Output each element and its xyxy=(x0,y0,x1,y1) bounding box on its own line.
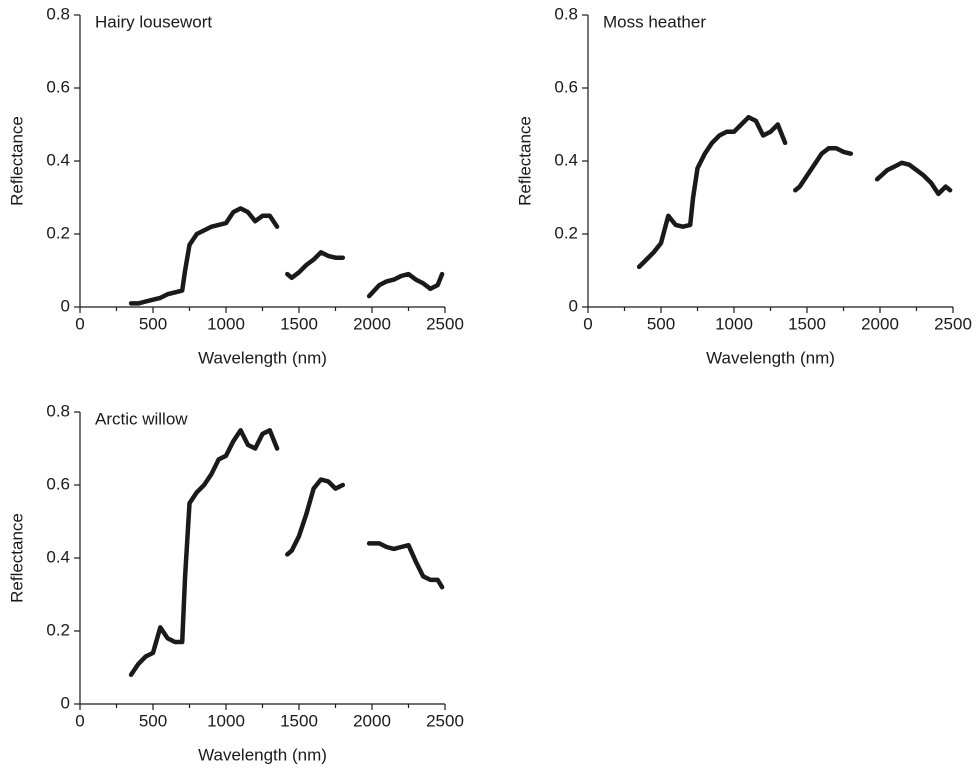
y-tick-label: 0.8 xyxy=(46,4,70,23)
x-tick-label: 2500 xyxy=(426,314,464,333)
y-tick-label: 0.6 xyxy=(46,474,70,493)
x-tick-label: 2500 xyxy=(934,314,972,333)
y-tick-label: 0.8 xyxy=(46,401,70,420)
x-tick-label: 500 xyxy=(139,711,167,730)
y-tick-label: 0.4 xyxy=(46,150,70,169)
y-tick-label: 0.2 xyxy=(554,223,578,242)
x-axis-label: Wavelength (nm) xyxy=(198,348,327,367)
panel-title: Hairy lousewort xyxy=(95,12,212,31)
y-tick-label: 0.4 xyxy=(46,547,70,566)
panel-title: Arctic willow xyxy=(95,409,188,428)
x-tick-label: 1000 xyxy=(207,711,245,730)
y-tick-label: 0.2 xyxy=(46,223,70,242)
y-tick-label: 0.2 xyxy=(46,620,70,639)
y-axis-label: Reflectance xyxy=(7,513,26,603)
x-tick-label: 2500 xyxy=(426,711,464,730)
x-axis-label: Wavelength (nm) xyxy=(198,745,327,764)
x-tick-label: 500 xyxy=(647,314,675,333)
x-tick-label: 1500 xyxy=(788,314,826,333)
y-axis-label: Reflectance xyxy=(515,116,534,206)
x-tick-label: 1500 xyxy=(280,314,318,333)
x-tick-label: 0 xyxy=(75,314,84,333)
y-tick-label: 0.8 xyxy=(554,4,578,23)
y-tick-label: 0.4 xyxy=(554,150,578,169)
y-tick-label: 0.6 xyxy=(554,77,578,96)
x-tick-label: 0 xyxy=(583,314,592,333)
x-tick-label: 1000 xyxy=(207,314,245,333)
y-tick-label: 0 xyxy=(61,296,70,315)
x-axis-label: Wavelength (nm) xyxy=(706,348,835,367)
spectrum-line xyxy=(128,428,445,678)
x-tick-label: 2000 xyxy=(353,711,391,730)
x-tick-label: 2000 xyxy=(353,314,391,333)
x-tick-label: 1000 xyxy=(715,314,753,333)
y-tick-label: 0.6 xyxy=(46,77,70,96)
spectrum-line xyxy=(128,206,445,306)
y-tick-label: 0 xyxy=(569,296,578,315)
spectrum-line xyxy=(636,114,953,270)
x-tick-label: 1500 xyxy=(280,711,318,730)
x-tick-label: 2000 xyxy=(861,314,899,333)
y-axis-label: Reflectance xyxy=(7,116,26,206)
panel-title: Moss heather xyxy=(603,12,706,31)
x-tick-label: 500 xyxy=(139,314,167,333)
y-tick-label: 0 xyxy=(61,693,70,712)
x-tick-label: 0 xyxy=(75,711,84,730)
